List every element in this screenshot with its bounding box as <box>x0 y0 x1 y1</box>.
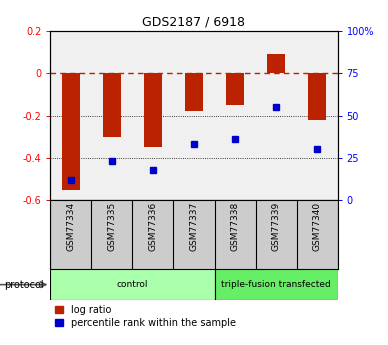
Text: GSM77337: GSM77337 <box>189 202 199 252</box>
Title: GDS2187 / 6918: GDS2187 / 6918 <box>142 16 246 29</box>
Bar <box>103 73 121 137</box>
Text: protocol: protocol <box>4 280 43 289</box>
Bar <box>226 73 244 105</box>
Text: GSM77334: GSM77334 <box>66 202 75 251</box>
Text: control: control <box>117 280 148 289</box>
Text: GSM77338: GSM77338 <box>230 202 239 252</box>
Text: triple-fusion transfected: triple-fusion transfected <box>221 280 331 289</box>
Bar <box>144 73 162 147</box>
Bar <box>215 269 338 300</box>
Bar <box>267 54 285 73</box>
Text: GSM77339: GSM77339 <box>272 202 281 252</box>
Text: GSM77336: GSM77336 <box>149 202 158 252</box>
Bar <box>62 73 80 189</box>
Legend: log ratio, percentile rank within the sample: log ratio, percentile rank within the sa… <box>55 305 236 328</box>
Bar <box>185 73 203 111</box>
Text: GSM77335: GSM77335 <box>107 202 116 252</box>
Text: GSM77340: GSM77340 <box>313 202 322 251</box>
Bar <box>308 73 326 120</box>
Bar <box>50 269 215 300</box>
